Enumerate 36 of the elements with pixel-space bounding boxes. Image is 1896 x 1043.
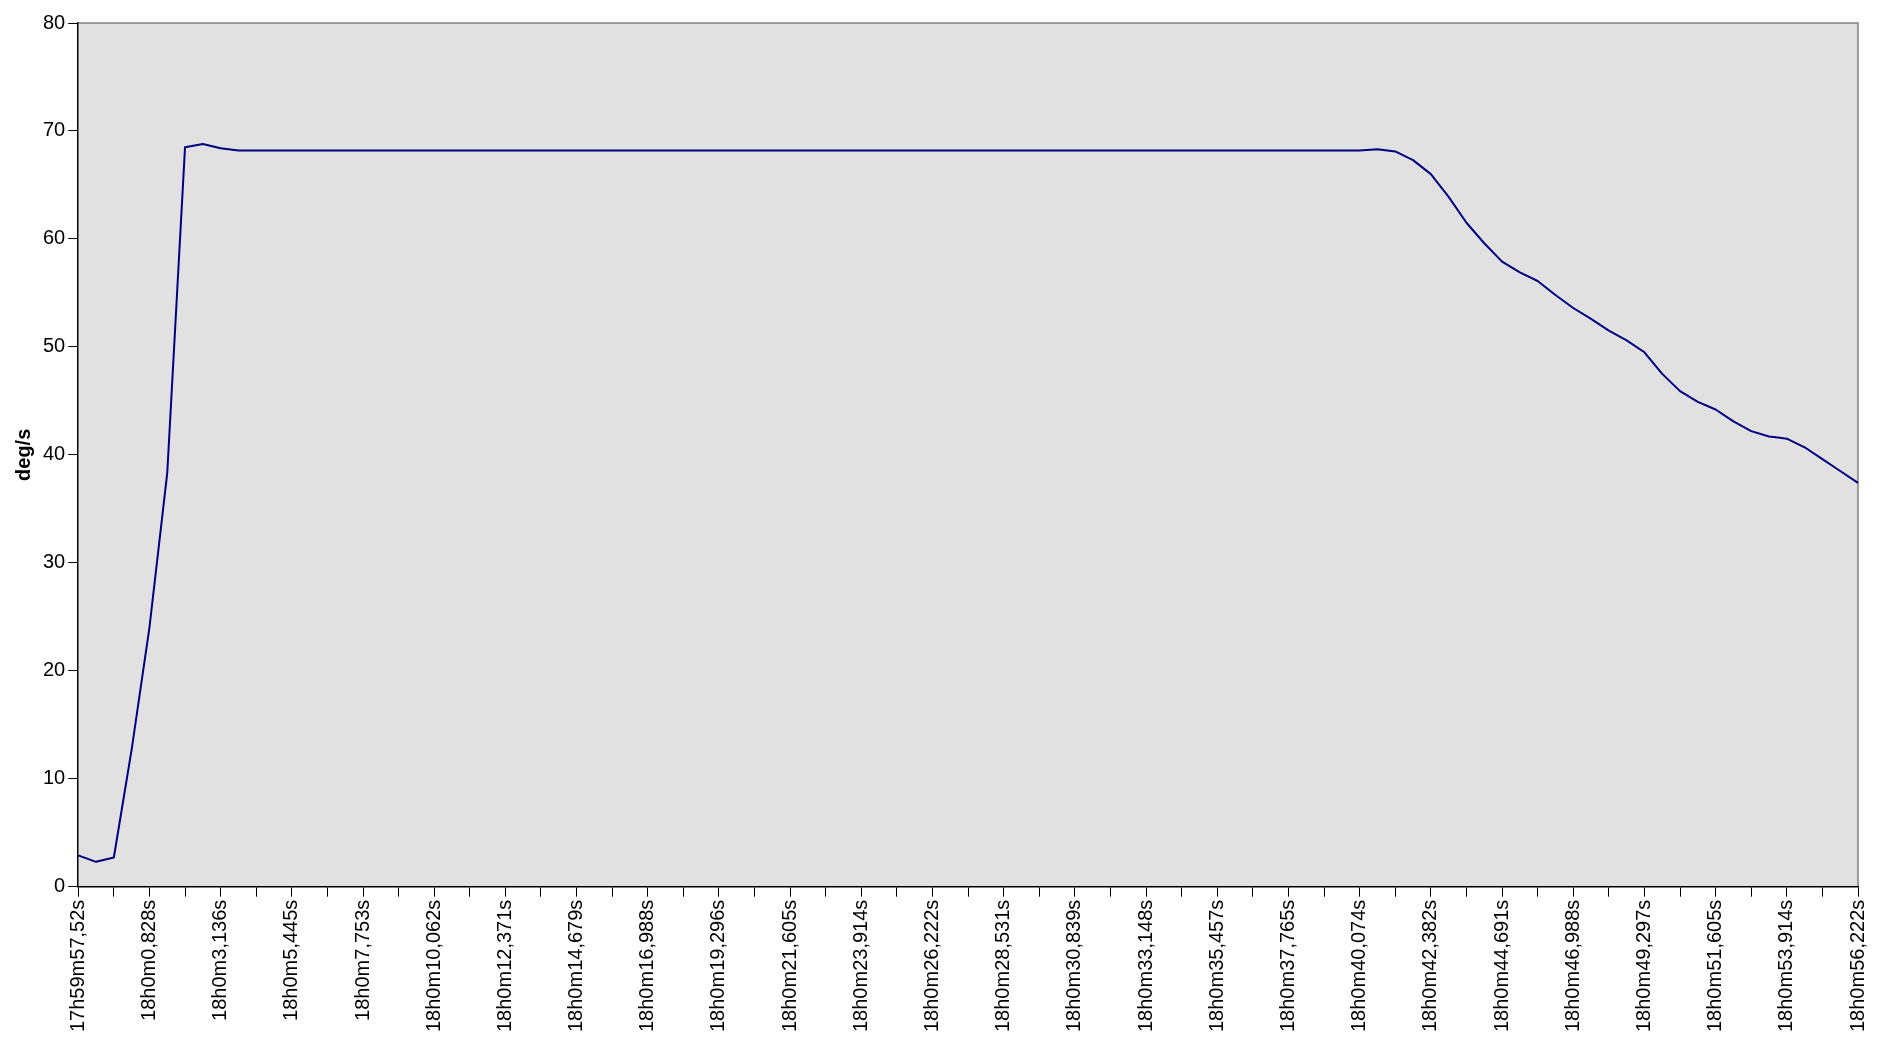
y-tick-label: 80 — [43, 10, 66, 33]
x-tick-label: 18h0m26,222s — [920, 899, 943, 1032]
x-tick-label: 18h0m35,457s — [1204, 899, 1227, 1032]
y-tick-label: 60 — [43, 226, 66, 249]
x-tick-label: 18h0m0,828s — [136, 899, 159, 1021]
x-tick-label: 17h59m57,52s — [65, 899, 88, 1032]
x-tick-label: 18h0m33,148s — [1133, 899, 1156, 1032]
y-tick-label: 50 — [43, 334, 66, 357]
x-tick-label: 18h0m12,371s — [492, 899, 515, 1032]
y-tick-label: 0 — [54, 874, 66, 897]
x-tick-label: 18h0m40,074s — [1347, 899, 1370, 1032]
x-tick-label: 18h0m49,297s — [1631, 899, 1654, 1032]
y-tick-label: 10 — [43, 766, 66, 789]
x-tick-label: 18h0m53,914s — [1774, 899, 1797, 1032]
x-tick-label: 18h0m30,839s — [1062, 899, 1085, 1032]
y-axis-title: deg/s — [11, 428, 34, 481]
x-tick-label: 18h0m46,988s — [1560, 899, 1583, 1032]
x-tick-label: 18h0m10,062s — [421, 899, 444, 1032]
y-tick-label: 70 — [43, 118, 66, 141]
x-tick-label: 18h0m3,136s — [208, 899, 231, 1021]
x-tick-label: 18h0m37,765s — [1275, 899, 1298, 1032]
x-tick-label: 18h0m42,382s — [1418, 899, 1441, 1032]
x-tick-label: 18h0m7,753s — [350, 899, 373, 1021]
x-tick-label: 18h0m23,914s — [848, 899, 871, 1032]
x-tick-label: 18h0m19,296s — [706, 899, 729, 1032]
x-tick-label: 18h0m28,531s — [991, 899, 1014, 1032]
y-tick-label: 40 — [43, 442, 66, 465]
x-tick-label: 18h0m5,445s — [279, 899, 302, 1021]
x-tick-label: 18h0m14,679s — [564, 899, 587, 1032]
y-tick-label: 20 — [43, 658, 66, 681]
y-tick-label: 30 — [43, 550, 66, 573]
x-tick-label: 18h0m56,222s — [1845, 899, 1868, 1032]
x-tick-label: 18h0m51,605s — [1703, 899, 1726, 1032]
x-tick-label: 18h0m16,988s — [635, 899, 658, 1032]
x-tick-label: 18h0m44,691s — [1489, 899, 1512, 1032]
x-tick-label: 18h0m21,605s — [777, 899, 800, 1032]
